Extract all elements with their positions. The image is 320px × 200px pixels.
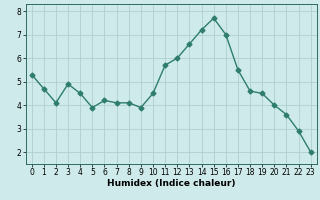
X-axis label: Humidex (Indice chaleur): Humidex (Indice chaleur) [107,179,236,188]
